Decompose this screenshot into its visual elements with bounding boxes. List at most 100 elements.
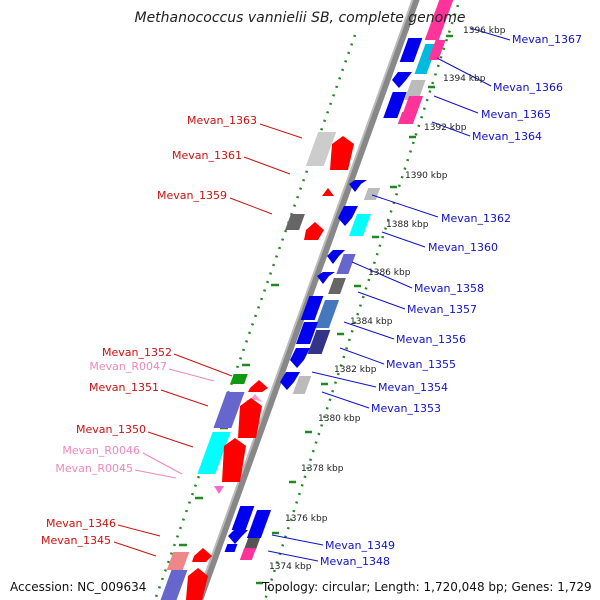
gene-label-mevan-1358[interactable]: Mevan_1358: [414, 282, 484, 295]
leader-line: [271, 534, 324, 546]
gene-label-mevan-1362[interactable]: Mevan_1362: [441, 212, 511, 225]
map-title: Methanococcus vannielii SB, complete gen…: [134, 10, 465, 26]
gene-feature: [307, 330, 331, 354]
genome-stats-text: Topology: circular; Length: 1,720,048 bp…: [262, 580, 592, 594]
gene-label-mevan-1357[interactable]: Mevan_1357: [407, 303, 477, 316]
gene-feature: [295, 322, 319, 344]
kbp-label: 1396 kbp: [463, 26, 506, 36]
gene-feature: [231, 506, 255, 530]
kbp-label: 1378 kbp: [301, 464, 344, 474]
leader-line: [173, 353, 233, 377]
gene-feature: [328, 278, 346, 294]
gene-feature: [197, 432, 231, 474]
gene-feature: [290, 348, 310, 368]
gene-feature: [213, 392, 245, 428]
gene-feature: [338, 206, 358, 226]
leader-line: [431, 121, 471, 137]
gene-label-mevan-1360[interactable]: Mevan_1360: [428, 241, 498, 254]
accession-text: Accession: NC_009634: [10, 580, 147, 594]
gene-label-mevan-1346[interactable]: Mevan_1346: [46, 517, 116, 530]
gene-label-mevan-r0046[interactable]: Mevan_R0046: [62, 444, 140, 457]
gene-feature: [424, 0, 454, 40]
gene-label-mevan-1348[interactable]: Mevan_1348: [320, 555, 390, 568]
gene-label-mevan-1359[interactable]: Mevan_1359: [157, 189, 227, 202]
leader-line: [381, 231, 426, 248]
gene-feature: [412, 0, 438, 32]
outer-tick-track: [153, 34, 357, 600]
gene-label-mevan-1361[interactable]: Mevan_1361: [172, 149, 242, 162]
gene-feature: [330, 136, 354, 170]
gene-feature: [399, 38, 423, 62]
gene-feature: [186, 568, 208, 600]
gene-feature: [230, 374, 248, 384]
gene-feature: [280, 372, 300, 390]
leader-line: [436, 57, 492, 87]
gene-feature: [248, 380, 268, 392]
gene-feature: [392, 72, 412, 88]
leader-line: [134, 469, 177, 479]
gene-feature: [222, 438, 246, 482]
kbp-label: 1394 kbp: [443, 74, 486, 84]
gene-feature: [383, 92, 407, 118]
leader-line: [339, 347, 385, 365]
gene-feature: [300, 296, 324, 320]
gene-feature: [224, 544, 238, 552]
leader-line: [243, 156, 291, 175]
gene-label-mevan-1363[interactable]: Mevan_1363: [187, 114, 257, 127]
gene-label-mevan-1351[interactable]: Mevan_1351: [89, 381, 159, 394]
gene-label-mevan-1355[interactable]: Mevan_1355: [386, 358, 456, 371]
gene-feature: [314, 300, 340, 328]
gene-label-mevan-1365[interactable]: Mevan_1365: [481, 108, 551, 121]
kbp-label: 1386 kbp: [368, 268, 411, 278]
kbp-label: 1392 kbp: [424, 123, 467, 133]
genome-backbone-highlight: [195, 0, 414, 600]
kbp-label: 1382 kbp: [334, 365, 377, 375]
gene-label-mevan-1354[interactable]: Mevan_1354: [378, 381, 448, 394]
gene-feature: [428, 40, 446, 60]
gene-label-mevan-1352[interactable]: Mevan_1352: [102, 346, 172, 359]
leader-line: [311, 371, 377, 388]
gene-features: [160, 0, 454, 600]
gene-feature: [214, 486, 230, 494]
gene-feature: [397, 112, 415, 124]
gene-label-mevan-1353[interactable]: Mevan_1353: [371, 402, 441, 415]
gene-feature: [304, 222, 324, 240]
gene-label-mevan-1345[interactable]: Mevan_1345: [41, 534, 111, 547]
gene-feature: [404, 80, 426, 100]
leader-line: [259, 123, 303, 139]
gene-label-mevan-1364[interactable]: Mevan_1364: [472, 130, 542, 143]
leader-line: [343, 321, 395, 340]
kbp-label: 1390 kbp: [405, 171, 448, 181]
gene-feature: [166, 552, 190, 570]
gene-feature: [238, 398, 262, 438]
gene-label-mevan-1350[interactable]: Mevan_1350: [76, 423, 146, 436]
leader-line: [357, 291, 406, 310]
kbp-label: 1384 kbp: [350, 317, 393, 327]
leader-line: [113, 541, 157, 557]
gene-label-mevan-1356[interactable]: Mevan_1356: [396, 333, 466, 346]
gene-label-mevan-r0045[interactable]: Mevan_R0045: [55, 462, 133, 475]
gene-feature: [246, 510, 272, 538]
kbp-label: 1388 kbp: [386, 220, 429, 230]
gene-feature: [327, 250, 345, 264]
gene-feature: [160, 570, 188, 600]
leader-line: [351, 261, 413, 289]
gene-feature: [239, 548, 257, 560]
kbp-label: 1376 kbp: [285, 514, 328, 524]
leader-line: [433, 95, 479, 114]
gene-feature: [320, 188, 334, 196]
gene-label-mevan-1349[interactable]: Mevan_1349: [325, 539, 395, 552]
leader-line: [371, 194, 439, 218]
leader-line: [321, 391, 370, 409]
gene-label-mevan-r0047[interactable]: Mevan_R0047: [89, 360, 167, 373]
gene-feature: [317, 272, 335, 284]
leader-line: [267, 550, 319, 562]
kbp-label: 1374 kbp: [269, 562, 312, 572]
leader-line: [142, 452, 183, 475]
gene-label-mevan-1367[interactable]: Mevan_1367: [512, 33, 582, 46]
gene-feature: [305, 132, 337, 166]
gene-label-mevan-1366[interactable]: Mevan_1366: [493, 81, 563, 94]
leader-line: [168, 368, 215, 382]
label-leaders: [113, 27, 511, 562]
